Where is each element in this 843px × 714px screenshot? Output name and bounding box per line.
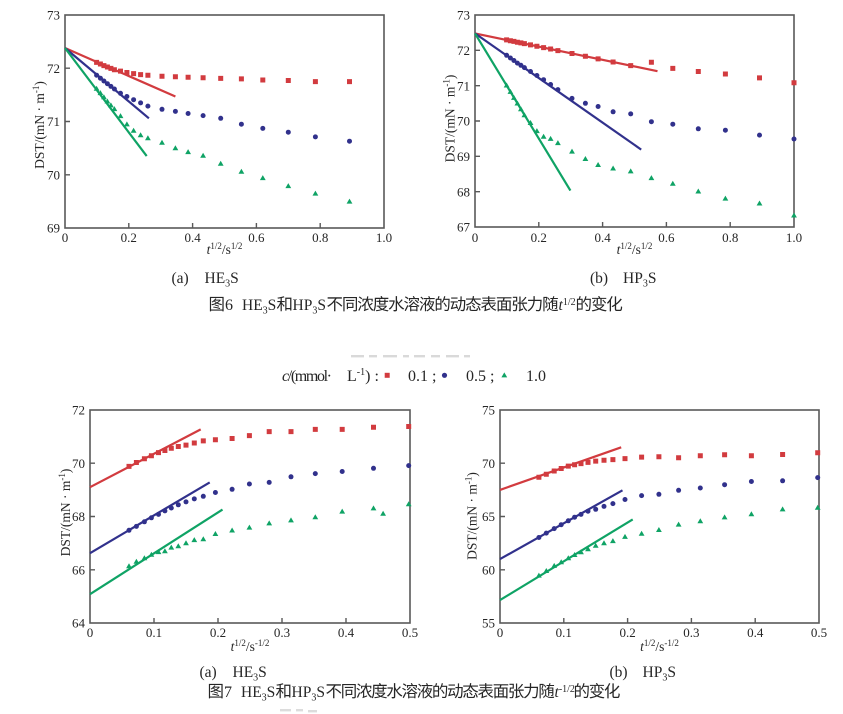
svg-text:t1/2/s1/2: t1/2/s1/2 — [617, 241, 653, 257]
svg-text:0.2: 0.2 — [619, 625, 635, 640]
svg-text:0.2: 0.2 — [210, 625, 226, 640]
svg-text:L-1) :: L-1) : — [347, 367, 379, 385]
svg-text:DST/(mN · m-1): DST/(mN · m-1) — [464, 472, 480, 560]
svg-text:t1/2/s-1/2: t1/2/s-1/2 — [640, 638, 679, 654]
svg-text:0.6: 0.6 — [658, 230, 675, 245]
svg-text:0.2: 0.2 — [531, 230, 547, 245]
svg-text:HP3S: HP3S — [643, 664, 676, 684]
svg-text:HE3S: HE3S — [242, 297, 276, 317]
svg-text:69: 69 — [47, 221, 60, 236]
svg-text:0.8: 0.8 — [312, 230, 328, 245]
svg-text:70: 70 — [457, 114, 470, 129]
svg-text:6: 6 — [225, 297, 233, 314]
svg-text:HP3S: HP3S — [292, 684, 325, 704]
svg-text:0.3: 0.3 — [274, 625, 290, 640]
svg-text:66: 66 — [72, 563, 86, 578]
svg-text:0.4: 0.4 — [338, 625, 355, 640]
svg-text:0: 0 — [87, 625, 94, 640]
svg-text:DST/(mN · m-1): DST/(mN · m-1) — [31, 81, 47, 169]
svg-text:73: 73 — [457, 8, 470, 23]
svg-text:0.6: 0.6 — [248, 230, 265, 245]
svg-text:67: 67 — [457, 220, 471, 235]
svg-text:0.4: 0.4 — [184, 230, 201, 245]
svg-text:0.1: 0.1 — [556, 625, 572, 640]
svg-text:64: 64 — [72, 616, 86, 631]
svg-text:70: 70 — [482, 456, 495, 471]
svg-text:75: 75 — [482, 403, 495, 418]
svg-text:0.8: 0.8 — [722, 230, 738, 245]
svg-text:t-1/2: t-1/2 — [555, 684, 575, 701]
svg-text:71: 71 — [457, 78, 470, 93]
svg-text:(a): (a) — [172, 270, 189, 287]
svg-text:DST/(mN · m-1): DST/(mN · m-1) — [57, 469, 73, 557]
svg-text:71: 71 — [47, 114, 60, 129]
svg-text:c/(mmol·: c/(mmol· — [282, 368, 332, 385]
svg-text:68: 68 — [457, 184, 470, 199]
svg-text:0.1: 0.1 — [146, 625, 162, 640]
svg-text:0: 0 — [62, 230, 69, 245]
svg-text:(a): (a) — [200, 664, 217, 681]
svg-text:DST/(mN · m-1): DST/(mN · m-1) — [442, 75, 458, 163]
svg-text:HP3S: HP3S — [293, 297, 326, 317]
svg-text:0.5: 0.5 — [811, 625, 827, 640]
svg-text:t1/2/s-1/2: t1/2/s-1/2 — [231, 638, 270, 654]
svg-text:0.5 ;: 0.5 ; — [466, 368, 494, 385]
svg-text:0.2: 0.2 — [121, 230, 137, 245]
svg-text:HE3S: HE3S — [241, 684, 275, 704]
svg-text:1.0: 1.0 — [376, 230, 392, 245]
svg-text:1.0: 1.0 — [786, 230, 802, 245]
svg-text:69: 69 — [457, 149, 470, 164]
svg-text:t1/2/s1/2: t1/2/s1/2 — [207, 241, 243, 257]
svg-text:0.1 ;: 0.1 ; — [408, 368, 436, 385]
svg-text:0: 0 — [497, 625, 504, 640]
svg-text:0.4: 0.4 — [594, 230, 611, 245]
svg-text:(b): (b) — [610, 664, 628, 681]
svg-text:72: 72 — [47, 61, 60, 76]
svg-text:1.0: 1.0 — [526, 368, 546, 385]
svg-text:68: 68 — [72, 509, 85, 524]
svg-text:73: 73 — [47, 8, 60, 23]
svg-text:0.5: 0.5 — [402, 625, 418, 640]
svg-text:7: 7 — [224, 684, 232, 701]
svg-text:HP3S: HP3S — [623, 270, 656, 290]
svg-text:HE3S: HE3S — [205, 270, 239, 290]
svg-text:0.3: 0.3 — [683, 625, 699, 640]
svg-text:70: 70 — [72, 456, 85, 471]
svg-text:0.4: 0.4 — [747, 625, 764, 640]
svg-text:(b): (b) — [590, 270, 608, 287]
svg-text:72: 72 — [72, 403, 85, 418]
svg-text:t1/2: t1/2 — [559, 297, 576, 314]
svg-text:60: 60 — [482, 563, 495, 578]
svg-text:72: 72 — [457, 43, 470, 58]
svg-text:65: 65 — [482, 509, 495, 524]
svg-text:0: 0 — [472, 230, 479, 245]
svg-text:HE3S: HE3S — [233, 664, 267, 684]
svg-text:70: 70 — [47, 167, 60, 182]
svg-text:55: 55 — [482, 616, 495, 631]
